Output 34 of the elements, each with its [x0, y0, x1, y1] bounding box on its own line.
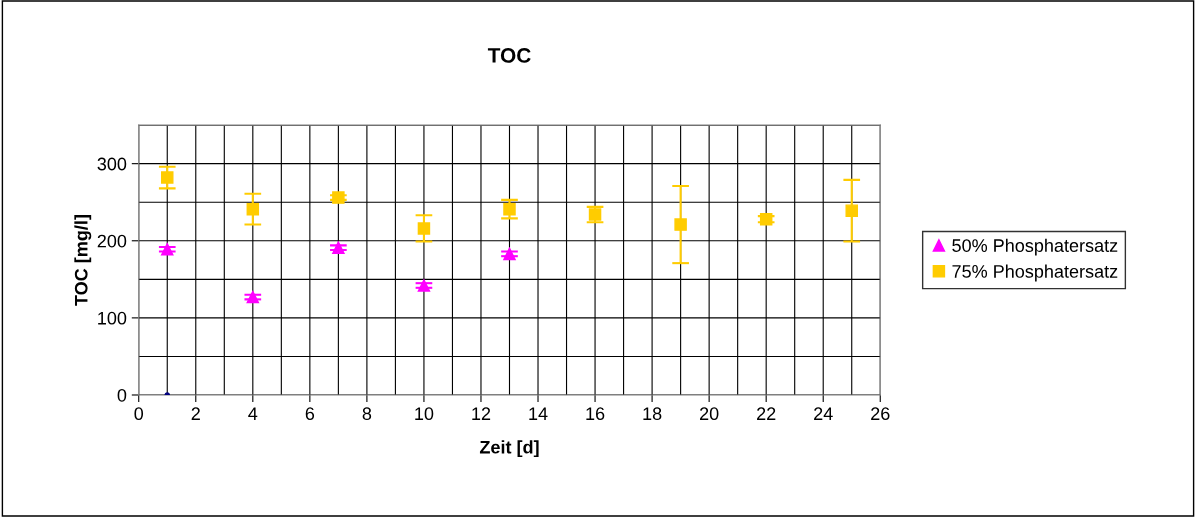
x-tick-label: 22 [757, 407, 776, 420]
x-tick-label: 0 [134, 407, 144, 421]
x-axis-title: Zeit [d] [479, 440, 539, 458]
x-tick-label: 12 [472, 407, 491, 420]
chart-title: TOC [487, 48, 531, 63]
x-tick-label: 6 [305, 407, 315, 421]
x-tick-label: 24 [814, 407, 833, 420]
x-tick-label: 26 [871, 407, 890, 421]
point [161, 243, 174, 256]
point [417, 279, 431, 292]
point [332, 241, 345, 254]
point [332, 191, 345, 204]
legend-label: 75% Phosphatersatz [952, 264, 1118, 282]
x-tick-label: 14 [529, 407, 548, 420]
y-tick-label: 0 [117, 388, 127, 402]
point [845, 204, 858, 217]
legend-label: 50% Phosphatersatz [952, 238, 1118, 256]
y-axis-title: TOC [mg/l] [74, 215, 92, 306]
point [161, 171, 174, 184]
x-tick-label: 16 [586, 407, 605, 421]
point [503, 247, 516, 261]
y-tick-label: 200 [97, 234, 127, 248]
x-tick-label: 8 [362, 407, 372, 421]
point [246, 202, 260, 216]
x-tick-label: 20 [700, 407, 719, 421]
point [417, 222, 431, 235]
point [503, 202, 516, 216]
x-tick-label: 10 [415, 407, 434, 421]
x-tick-label: 18 [643, 407, 662, 421]
y-tick-label: 100 [98, 311, 127, 325]
y-tick-label: 300 [97, 157, 127, 171]
x-tick-label: 4 [248, 407, 258, 420]
point [674, 218, 687, 231]
x-tick-label: 2 [191, 407, 200, 420]
